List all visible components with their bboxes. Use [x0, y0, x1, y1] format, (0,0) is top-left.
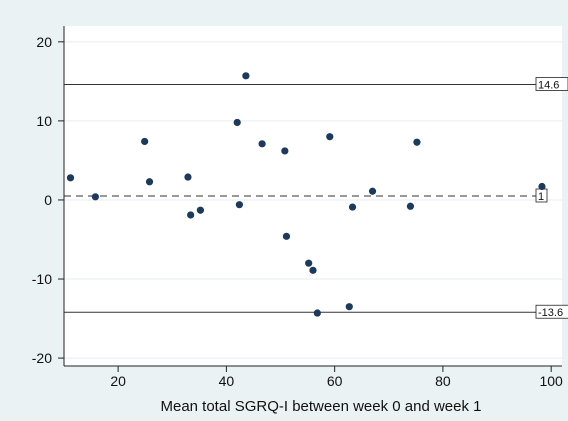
data-point [368, 187, 377, 195]
data-point [305, 259, 313, 267]
reference-label: 1 [538, 191, 544, 203]
data-points [66, 72, 546, 317]
data-point [406, 202, 415, 210]
data-point [187, 211, 195, 219]
x-tick-label: 100 [539, 373, 563, 389]
data-point [313, 309, 321, 317]
x-axis-label: Mean total SGRQ-I between week 0 and wee… [160, 398, 481, 415]
data-point [184, 173, 192, 181]
data-point [281, 147, 289, 155]
data-point [145, 178, 154, 186]
x-tick-label: 60 [327, 373, 343, 389]
y-tick-label: -20 [32, 350, 52, 366]
data-point [233, 118, 241, 127]
y-tick-label: 10 [36, 113, 52, 129]
data-point [348, 203, 357, 211]
data-point [258, 140, 266, 148]
data-point [538, 182, 546, 191]
axes: -20 -10 0 10 20 20 40 60 80 100 [32, 26, 563, 389]
x-tick-label: 40 [219, 373, 235, 389]
data-point [196, 206, 205, 214]
reference-lines: 14.6 1 -13.6 [64, 77, 568, 319]
data-point [141, 137, 149, 146]
y-tick-label: -10 [32, 271, 52, 287]
y-tick-label: 20 [36, 34, 52, 50]
data-point [345, 303, 353, 311]
data-point [242, 72, 250, 80]
reference-label: -13.6 [538, 307, 563, 319]
reference-label: 14.6 [538, 80, 559, 92]
y-tick-label: 0 [44, 192, 52, 208]
x-tick-label: 80 [435, 373, 451, 389]
data-point [282, 232, 291, 240]
grid-lines [64, 41, 562, 359]
data-point [91, 193, 99, 201]
x-tick-label: 20 [110, 373, 126, 389]
reference-label-box [535, 304, 568, 319]
data-point [66, 174, 75, 182]
data-point [413, 138, 421, 146]
data-point [326, 133, 334, 141]
reference-label-box [535, 77, 568, 91]
data-point [235, 201, 243, 209]
data-point [309, 266, 317, 274]
